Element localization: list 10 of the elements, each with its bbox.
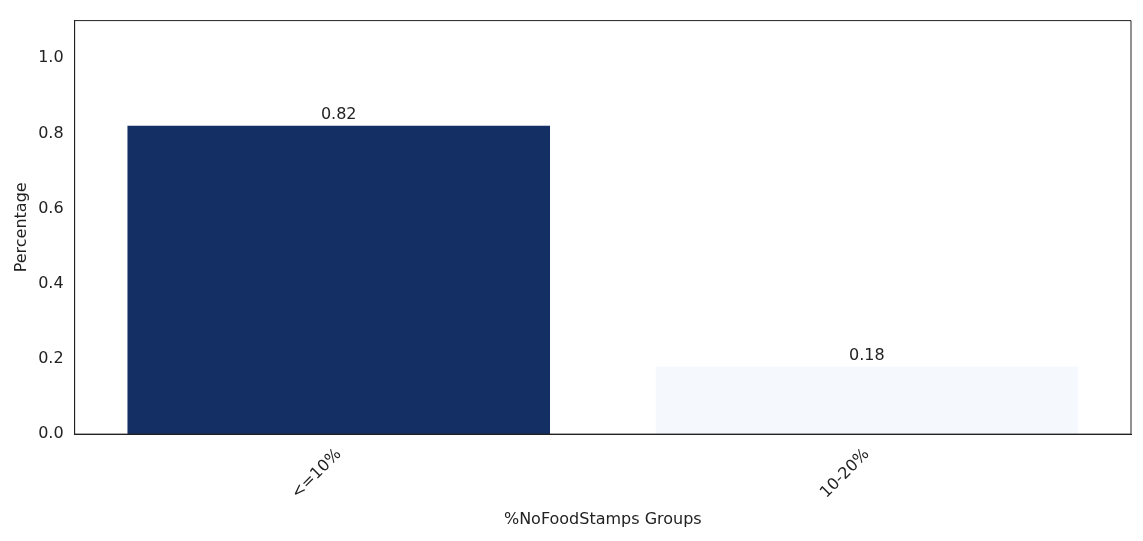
y-axis-title: Percentage — [10, 182, 30, 273]
y-tick-label: 1.0 — [38, 47, 64, 67]
y-tick-label: 0.2 — [38, 348, 64, 368]
y-tick-label: 0.8 — [38, 122, 64, 142]
y-tick-label: 0.0 — [38, 423, 64, 443]
y-tick-label: 0.4 — [38, 272, 64, 292]
x-axis-title: %NoFoodStamps Groups — [503, 508, 702, 528]
data-label: 0.82 — [320, 104, 357, 124]
y-tick-label: 0.6 — [38, 197, 64, 217]
data-label: 0.18 — [849, 344, 885, 364]
